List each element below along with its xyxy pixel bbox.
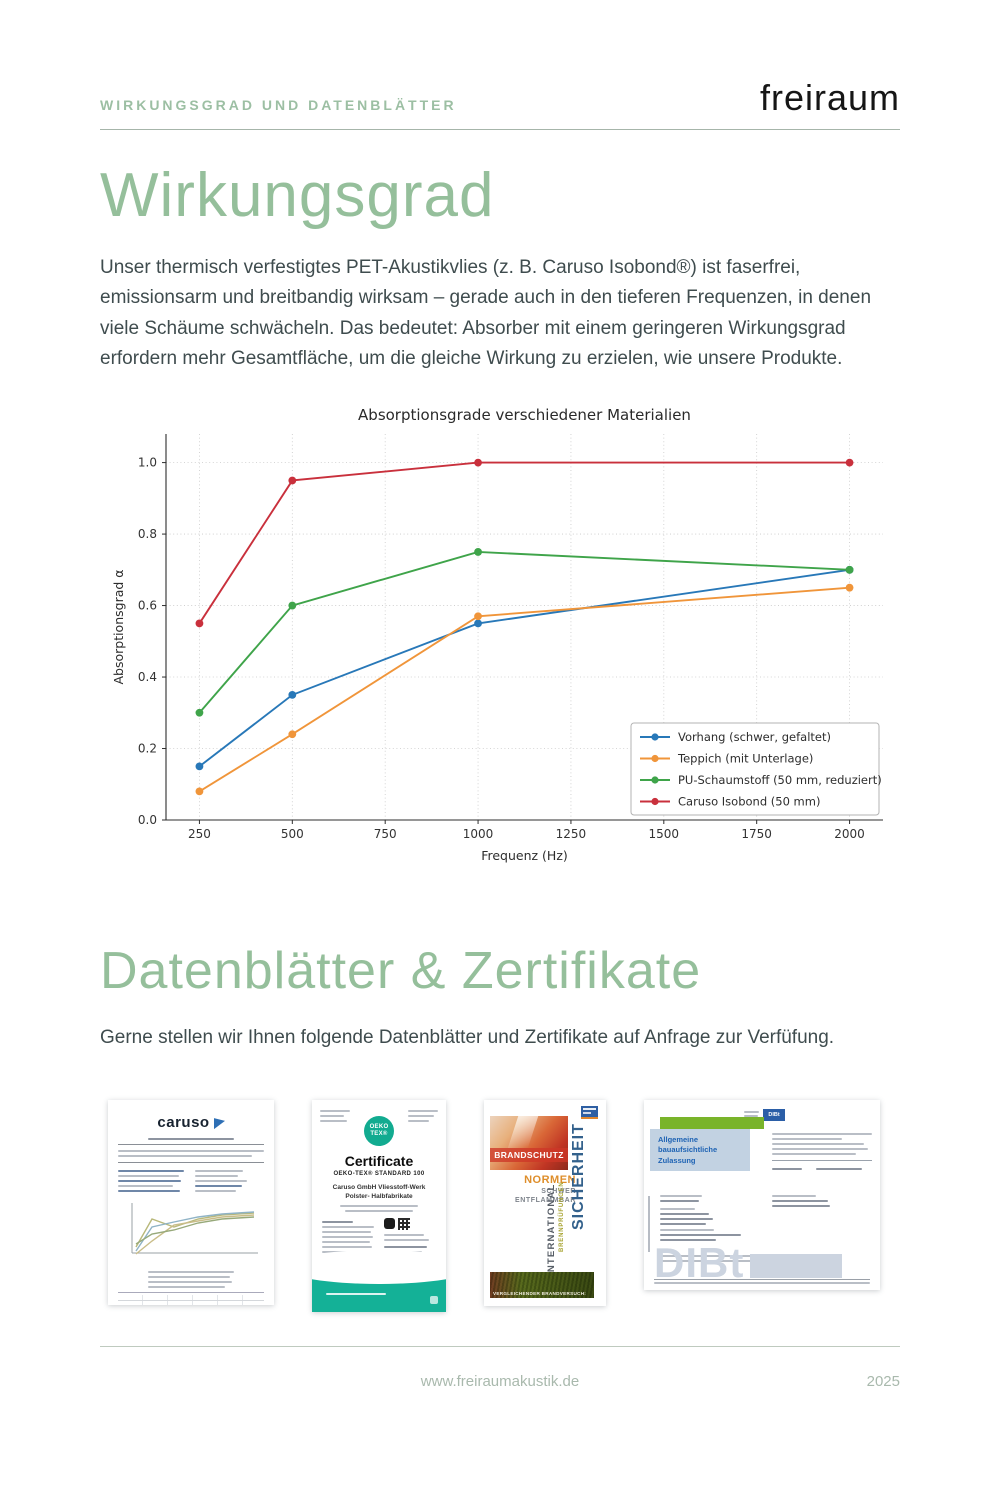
svg-text:250: 250 bbox=[187, 827, 210, 841]
entflammbar-label: ENTFLAMMBAR bbox=[514, 1196, 576, 1204]
svg-text:1250: 1250 bbox=[555, 827, 586, 841]
brandschutz-banner: BRANDSCHUTZ bbox=[490, 1147, 568, 1162]
svg-text:Teppich (mit Unterlage): Teppich (mit Unterlage) bbox=[677, 752, 813, 766]
certificate-title: Certificate bbox=[344, 1152, 414, 1169]
datenblaetter-paragraph: Gerne stellen wir Ihnen folgende Datenbl… bbox=[100, 1027, 835, 1049]
dibt-logo: DIBt bbox=[763, 1108, 785, 1121]
svg-text:Caruso Isobond (50 mm): Caruso Isobond (50 mm) bbox=[678, 795, 820, 809]
brennpruefungen-vertical-label: BRENNPRÜFUNGEN bbox=[559, 1181, 565, 1252]
oekotex-seal-icon bbox=[384, 1218, 395, 1230]
svg-text:Absorptionsgrade verschiedener: Absorptionsgrade verschiedener Materiali… bbox=[358, 406, 691, 424]
header-eyebrow: WIRKUNGSGRAD UND DATENBLÄTTER bbox=[100, 96, 457, 113]
zulassung-label: Allgemeine bauaufsichtliche Zulassung bbox=[650, 1128, 750, 1171]
page-header: WIRKUNGSGRAD UND DATENBLÄTTER freiraum bbox=[100, 77, 900, 130]
svg-text:1500: 1500 bbox=[648, 827, 679, 841]
absorption-chart: Absorptionsgrade verschiedener Materiali… bbox=[108, 404, 893, 881]
certificate-standard: OEKO-TEX® STANDARD 100 bbox=[333, 1170, 425, 1177]
page-footer: www.freiraumakustik.de 2025 bbox=[100, 1345, 900, 1390]
caruso-sail-icon bbox=[213, 1115, 225, 1129]
normen-label: NORMEN bbox=[524, 1173, 576, 1186]
dibt-approval-thumbnail: DIBt Allgemeine bauaufsichtliche Zulassu… bbox=[644, 1099, 880, 1290]
qr-code-icon bbox=[398, 1217, 410, 1230]
burn-test-image: VERGLEICHENDER BRANDVERSUCH: bbox=[490, 1271, 594, 1298]
dibt-green-bar bbox=[660, 1116, 764, 1129]
certificate-company: Caruso GmbH Vliesstoff-Werk Polster- Hal… bbox=[332, 1183, 426, 1200]
svg-text:0.0: 0.0 bbox=[137, 813, 156, 827]
fire-image: BRANDSCHUTZ bbox=[490, 1115, 568, 1170]
sicherheit-vertical-label: SICHERHEIT bbox=[570, 1122, 587, 1230]
svg-text:1750: 1750 bbox=[741, 827, 772, 841]
dibt-watermark-block bbox=[750, 1253, 843, 1278]
mini-chart bbox=[131, 1202, 258, 1255]
brandschutz-brochure-thumbnail: BRANDSCHUTZ NORMEN SCHWER ENTFLAMMBAR IN… bbox=[484, 1099, 606, 1306]
publisher-logo-icon bbox=[581, 1105, 598, 1119]
brand-logo: freiraum bbox=[759, 77, 900, 118]
certificate-thumbnails: caruso bbox=[108, 1099, 880, 1312]
international-vertical-label: INTERNATIONAL bbox=[546, 1183, 557, 1276]
schwer-label: SCHWER bbox=[541, 1187, 576, 1195]
svg-text:Frequenz (Hz): Frequenz (Hz) bbox=[481, 848, 568, 863]
svg-text:PU-Schaumstoff (50 mm, reduzie: PU-Schaumstoff (50 mm, reduziert) bbox=[678, 773, 882, 787]
svg-text:2000: 2000 bbox=[834, 827, 865, 841]
caruso-logo: caruso bbox=[157, 1113, 210, 1131]
footer-url-link[interactable]: www.freiraumakustik.de bbox=[420, 1372, 580, 1390]
footer-year: 2025 bbox=[866, 1372, 900, 1390]
svg-text:500: 500 bbox=[280, 827, 303, 841]
svg-text:0.2: 0.2 bbox=[137, 742, 156, 756]
svg-text:0.4: 0.4 bbox=[137, 670, 156, 684]
line-chart-svg: Absorptionsgrade verschiedener Materiali… bbox=[111, 406, 883, 863]
section-title-wirkungsgrad: Wirkungsgrad bbox=[100, 160, 495, 230]
caruso-datasheet-thumbnail: caruso bbox=[108, 1099, 274, 1305]
svg-text:Vorhang (schwer, gefaltet): Vorhang (schwer, gefaltet) bbox=[678, 730, 831, 744]
svg-text:0.6: 0.6 bbox=[137, 599, 156, 613]
dibt-watermark: DIBt bbox=[654, 1238, 745, 1286]
svg-text:0.8: 0.8 bbox=[137, 527, 156, 541]
document-page: WIRKUNGSGRAD UND DATENBLÄTTER freiraum W… bbox=[0, 77, 1000, 1390]
svg-text:750: 750 bbox=[373, 827, 396, 841]
svg-text:1000: 1000 bbox=[462, 827, 493, 841]
oekotex-logo: OEKO TEX® bbox=[364, 1115, 394, 1146]
oekotex-wave bbox=[312, 1249, 446, 1312]
svg-text:1.0: 1.0 bbox=[137, 456, 156, 470]
wirkungsgrad-paragraph: Unser thermisch verfestigtes PET-Akustik… bbox=[100, 256, 872, 369]
section-title-datenblaetter: Datenblätter & Zertifikate bbox=[100, 942, 702, 1001]
oekotex-certificate-thumbnail: OEKO TEX® Certificate OEKO-TEX® STANDARD… bbox=[312, 1099, 446, 1312]
svg-text:Absorptionsgrad α: Absorptionsgrad α bbox=[111, 570, 126, 685]
